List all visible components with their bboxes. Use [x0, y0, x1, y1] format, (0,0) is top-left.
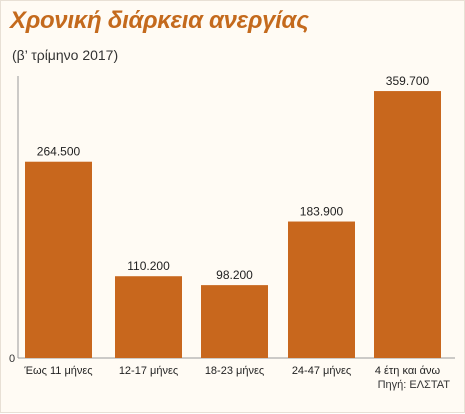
chart-subtitle: (β’ τρίμηνο 2017): [12, 47, 119, 63]
category-label: Έως 11 μήνες: [23, 365, 92, 377]
bar-value-label: 98.200: [216, 268, 253, 282]
category-label: 12-17 μήνες: [119, 365, 178, 377]
y-tick-label: 0: [9, 353, 15, 365]
bars-layer: 264.500 Έως 11 μήνες 110.200 12-17 μήνες 98.…: [23, 74, 441, 377]
category-label: 24-47 μήνες: [292, 365, 351, 377]
bar: [115, 276, 182, 358]
category-label: 4 έτη και άνω: [375, 365, 441, 377]
bar-value-label: 359.700: [386, 74, 430, 88]
bar: [25, 161, 92, 358]
source-note: Πηγή: ΕΛΣΤΑΤ: [377, 379, 450, 391]
category-label: 18-23 μήνες: [205, 365, 264, 377]
bar: [288, 221, 355, 358]
bar: [374, 91, 441, 359]
bar-value-label: 183.900: [300, 205, 344, 219]
bar-value-label: 110.200: [127, 259, 170, 273]
bar-value-label: 264.500: [37, 145, 81, 159]
chart-title: Χρονική διάρκεια ανεργίας: [10, 7, 309, 34]
bar: [201, 285, 268, 358]
